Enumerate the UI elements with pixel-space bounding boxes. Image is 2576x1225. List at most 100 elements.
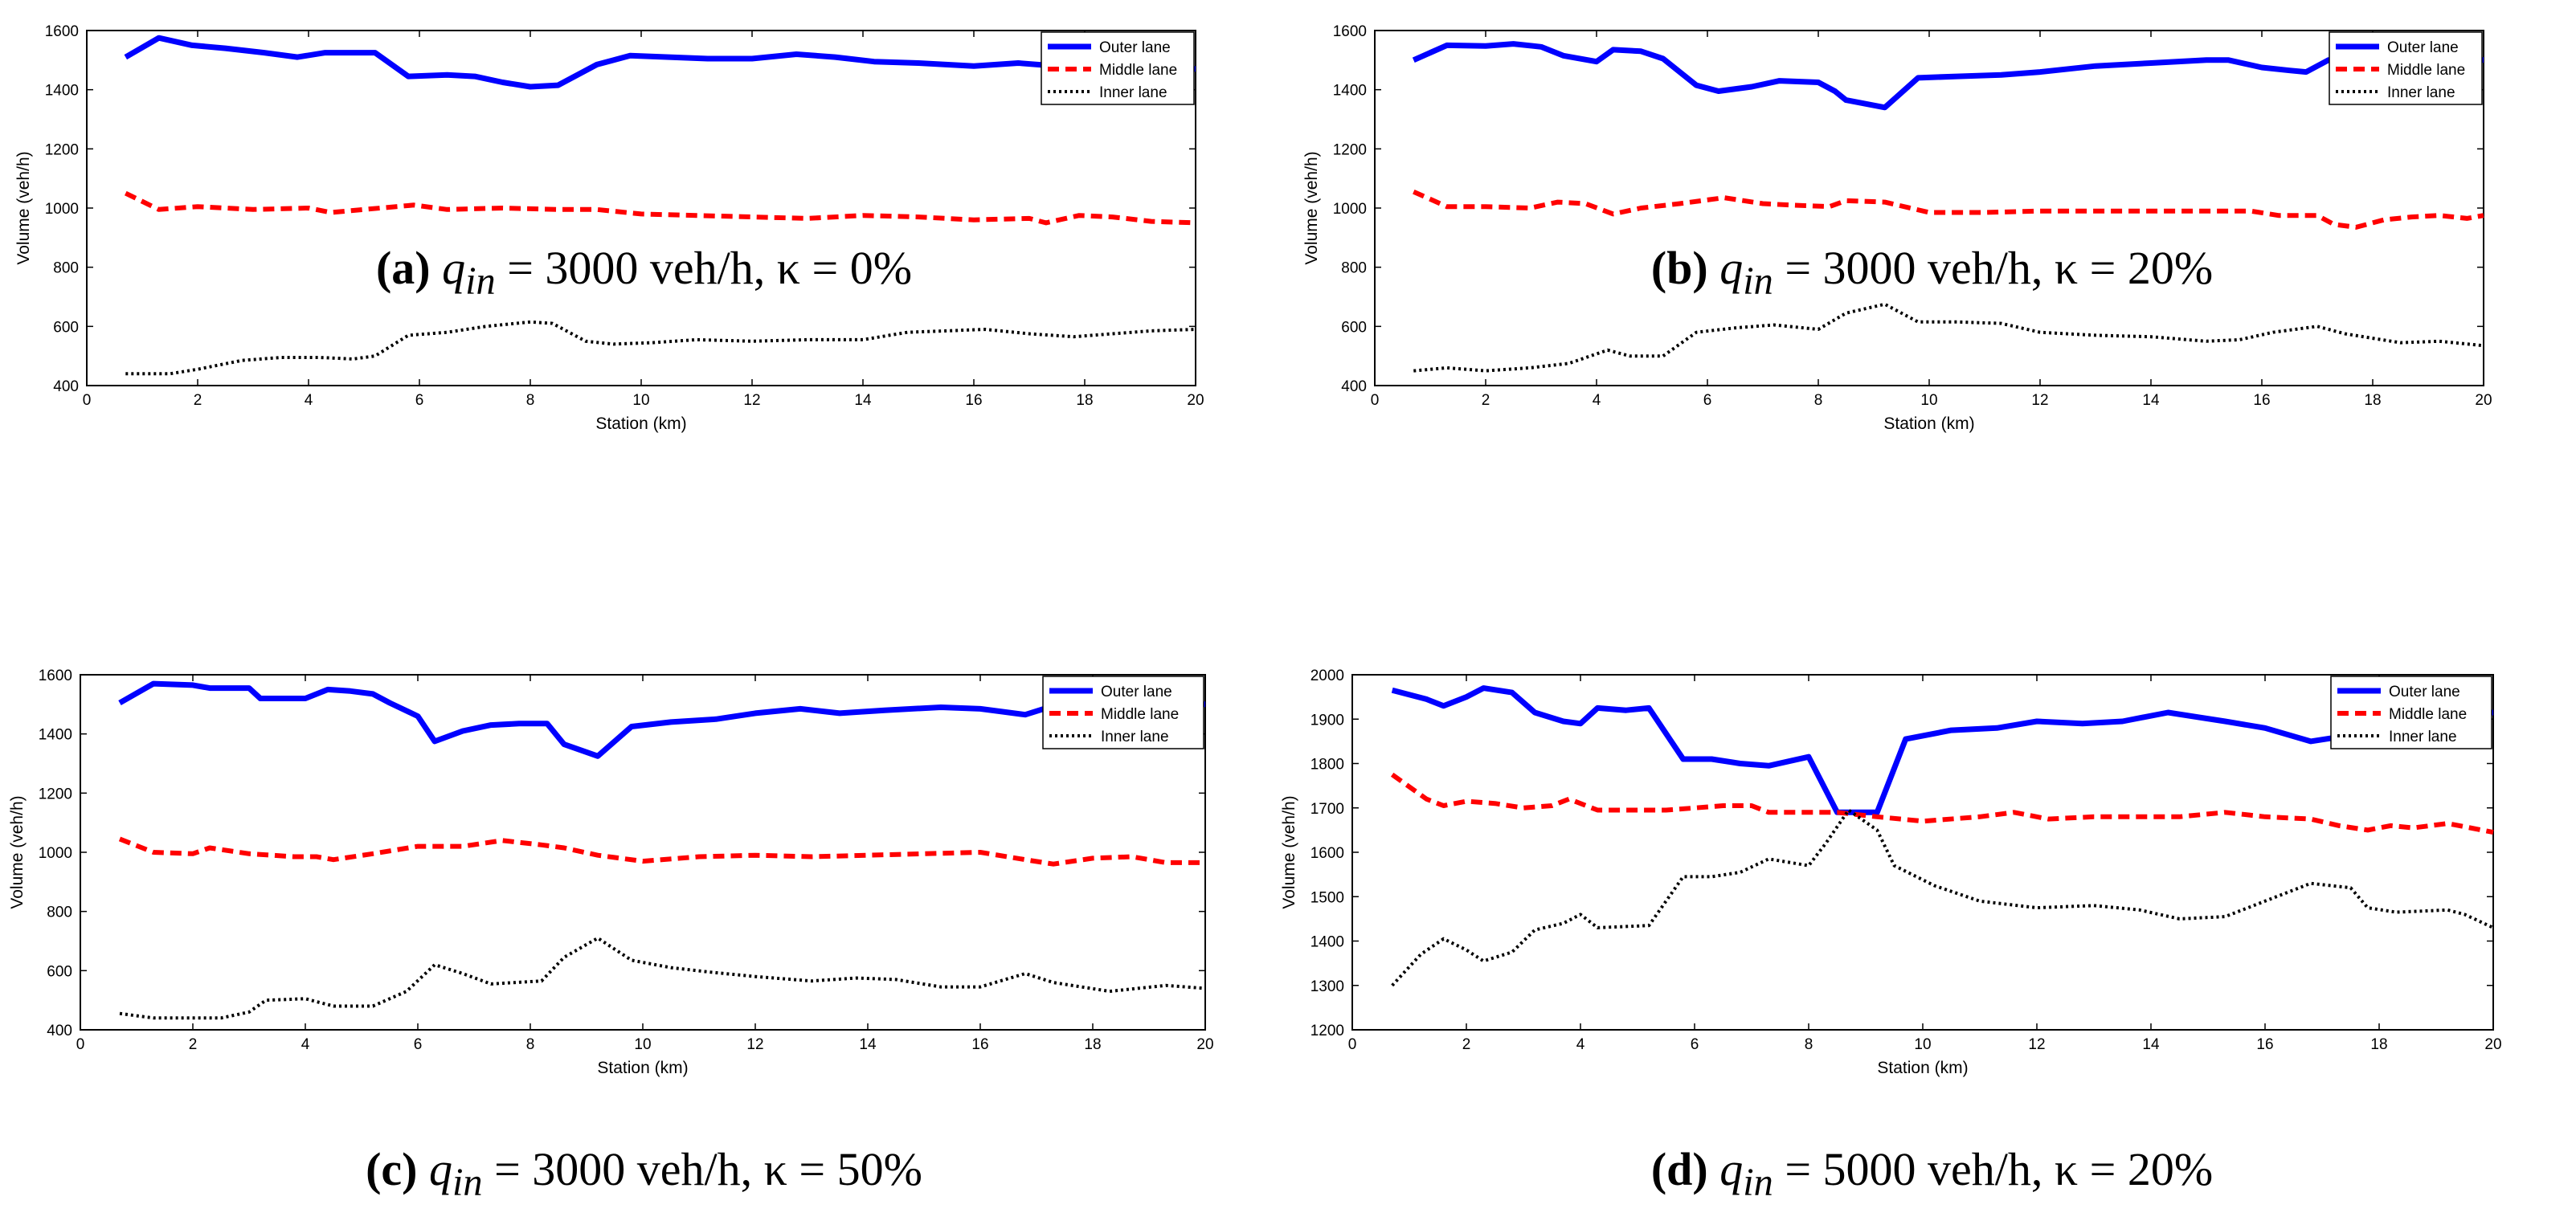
x-tick-label: 16 (2253, 392, 2270, 409)
x-tick-label: 20 (1187, 392, 1204, 409)
y-tick-label: 600 (53, 319, 79, 336)
caption-b: (b) qin = 3000 veh/h, κ = 20% (1288, 241, 2576, 304)
caption-b-label: (b) (1650, 242, 1708, 294)
x-tick-label: 6 (414, 1036, 423, 1053)
x-tick-label: 0 (76, 1036, 85, 1053)
x-tick-label: 10 (1914, 1036, 1931, 1053)
legend-entry: Middle lane (1101, 706, 1179, 723)
y-tick-label: 600 (47, 963, 72, 980)
x-tick-label: 2 (1482, 392, 1490, 409)
y-tick-label: 800 (53, 260, 79, 277)
chart-b: 0 2 4 6 8 10 12 14 16 18 20 400 600 800 1000 1200 1400 16… (1302, 23, 2492, 433)
x-tick-label: 0 (1371, 392, 1380, 409)
legend-entry: Outer lane (1099, 39, 1171, 56)
caption-c: (c) qin = 3000 veh/h, κ = 50% (0, 1142, 1288, 1205)
caption-d-sub: in (1743, 1161, 1773, 1204)
caption-b-sub: in (1743, 259, 1773, 303)
x-tick-label: 2 (1462, 1036, 1471, 1053)
chart-d: 0 2 4 6 8 10 12 14 16 18 20 1200 1300 1400 1500 1600 170… (1280, 668, 2502, 1077)
series-line-middle-lane (124, 190, 1196, 226)
y-tick-label: 400 (1341, 378, 1367, 395)
caption-a-label: (a) (375, 242, 431, 294)
x-axis-label: Station (km) (597, 1059, 688, 1077)
caption-c-text: = 3000 veh/h, κ = 50% (482, 1143, 922, 1195)
y-tick-label: 800 (47, 904, 72, 921)
legend-entry: Outer lane (1101, 684, 1172, 700)
caption-a-q: q (442, 242, 466, 294)
caption-c-sub: in (452, 1161, 483, 1204)
y-tick-label: 1400 (1310, 934, 1344, 951)
legend-entry: Outer lane (2387, 39, 2459, 56)
x-axis-label: Station (km) (1883, 414, 1974, 433)
legend-entry: Inner lane (1099, 84, 1167, 101)
y-tick-label: 1300 (1310, 978, 1344, 995)
y-axis-label: Volume (veh/h) (8, 795, 27, 909)
x-axis-label: Station (km) (1877, 1059, 1968, 1077)
legend-entry: Inner lane (2387, 84, 2455, 101)
y-axis-label: Volume (veh/h) (14, 151, 33, 264)
x-tick-label: 6 (1703, 392, 1712, 409)
series-line-inner-lane (1391, 808, 2494, 987)
y-tick-label: 1200 (39, 786, 72, 802)
y-tick-label: 1000 (45, 201, 79, 218)
plot-frame (1351, 674, 2494, 1031)
x-tick-label: 0 (1348, 1036, 1357, 1053)
y-axis-label: Volume (veh/h) (1302, 151, 1321, 264)
y-tick-label: 400 (47, 1023, 72, 1039)
x-tick-label: 14 (854, 392, 872, 409)
x-tick-label: 14 (2142, 1036, 2160, 1053)
caption-d: (d) qin = 5000 veh/h, κ = 20% (1288, 1142, 2576, 1205)
x-tick-label: 8 (1814, 392, 1823, 409)
x-tick-label: 8 (526, 1036, 535, 1053)
x-tick-label: 12 (743, 392, 760, 409)
series-line-middle-lane (1390, 772, 2494, 835)
x-tick-label: 8 (526, 392, 535, 409)
x-tick-label: 20 (1196, 1036, 1213, 1053)
x-tick-label: 2 (189, 1036, 198, 1053)
caption-a-sub: in (465, 259, 496, 303)
legend-entry: Inner lane (2389, 729, 2457, 745)
y-tick-label: 1000 (39, 845, 72, 862)
x-tick-label: 10 (1920, 392, 1937, 409)
y-tick-label: 1200 (1310, 1023, 1344, 1039)
x-tick-label: 12 (2031, 392, 2048, 409)
caption-c-q: q (428, 1143, 452, 1195)
x-tick-label: 20 (2484, 1036, 2501, 1053)
y-tick-label: 800 (1341, 260, 1367, 277)
x-tick-label: 14 (2142, 392, 2160, 409)
y-tick-label: 1500 (1310, 889, 1344, 906)
x-tick-label: 4 (1593, 392, 1601, 409)
y-tick-label: 1800 (1310, 757, 1344, 774)
y-tick-label: 1900 (1310, 712, 1344, 729)
series-line-outer-lane (118, 680, 1205, 759)
x-tick-label: 6 (415, 392, 424, 409)
x-tick-label: 12 (746, 1036, 763, 1053)
series-line-middle-lane (118, 836, 1205, 867)
panel-c: 0 2 4 6 8 10 12 14 16 18 20 400 600 800 1000 1200 1400 16… (0, 612, 1288, 1224)
y-tick-label: 1400 (45, 83, 79, 100)
y-tick-label: 1600 (1310, 845, 1344, 862)
x-tick-label: 10 (632, 392, 649, 409)
y-tick-label: 1400 (1333, 83, 1367, 100)
y-tick-label: 1700 (1310, 801, 1344, 818)
legend-entry: Middle lane (1099, 62, 1177, 79)
y-tick-label: 1600 (45, 23, 79, 40)
x-tick-label: 0 (83, 392, 92, 409)
x-tick-label: 18 (1084, 1036, 1101, 1053)
y-tick-label: 1200 (45, 141, 79, 158)
panel-d: 0 2 4 6 8 10 12 14 16 18 20 1200 1300 1400 1500 1600 170… (1280, 612, 2576, 1224)
x-tick-label: 20 (2475, 392, 2492, 409)
x-tick-label: 2 (194, 392, 202, 409)
series-line-middle-lane (1413, 189, 2484, 230)
legend-entry: Inner lane (1101, 729, 1169, 745)
y-tick-label: 1600 (1333, 23, 1367, 40)
x-tick-label: 4 (301, 1036, 310, 1053)
caption-b-q: q (1719, 242, 1744, 294)
caption-b-text: = 3000 veh/h, κ = 20% (1773, 242, 2214, 294)
x-tick-label: 14 (859, 1036, 877, 1053)
legend-entry: Middle lane (2389, 706, 2467, 723)
y-tick-label: 600 (1341, 319, 1367, 336)
caption-d-q: q (1719, 1143, 1744, 1195)
caption-d-label: (d) (1650, 1143, 1708, 1195)
series-line-inner-lane (125, 320, 1196, 376)
